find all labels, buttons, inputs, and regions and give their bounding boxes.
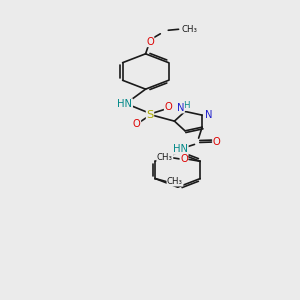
Text: HN: HN bbox=[173, 144, 188, 154]
Text: O: O bbox=[164, 102, 172, 112]
Text: O: O bbox=[146, 37, 154, 46]
Text: S: S bbox=[146, 110, 154, 120]
Text: O: O bbox=[133, 119, 141, 129]
Text: N: N bbox=[205, 110, 212, 120]
Text: N: N bbox=[177, 103, 184, 113]
Text: CH₃: CH₃ bbox=[181, 25, 197, 34]
Text: HN: HN bbox=[118, 99, 133, 109]
Text: O: O bbox=[180, 154, 188, 164]
Text: CH₃: CH₃ bbox=[167, 177, 183, 186]
Text: H: H bbox=[183, 101, 190, 110]
Text: O: O bbox=[213, 137, 221, 147]
Text: CH₃: CH₃ bbox=[157, 153, 173, 162]
